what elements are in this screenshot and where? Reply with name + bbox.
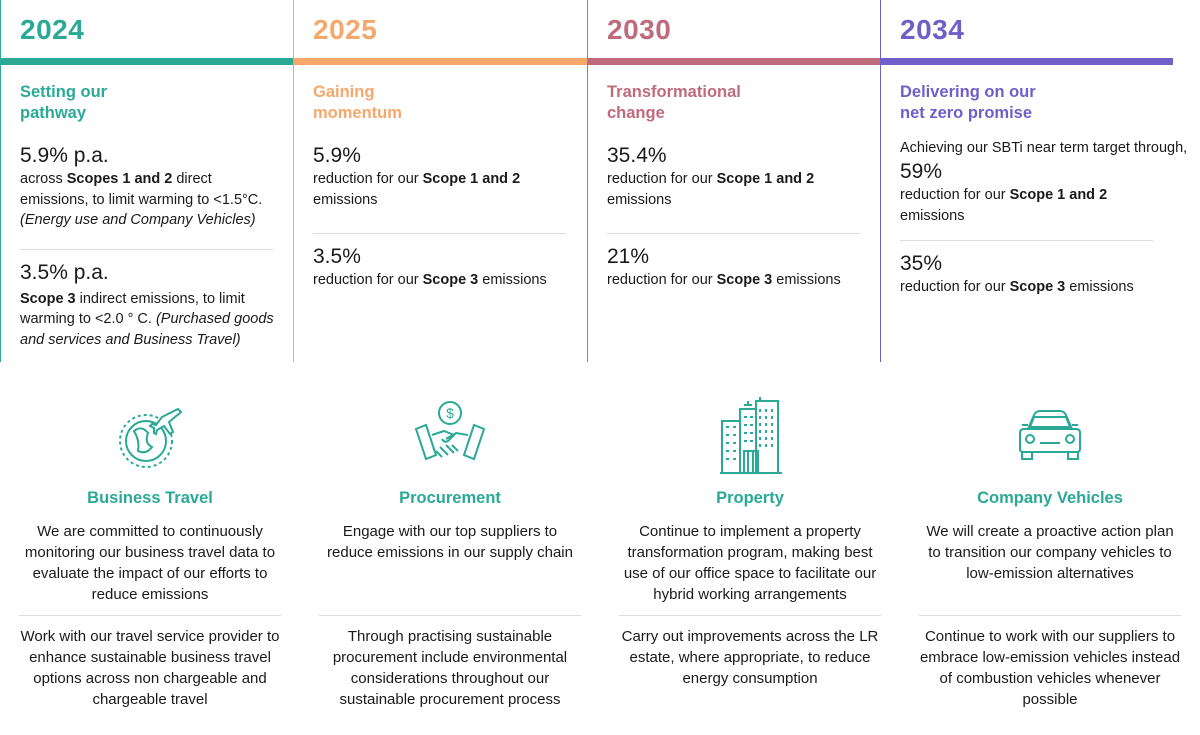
targets: 5.9% reduction for our Scope 1 and 2 emi… [313,140,575,291]
divider [919,615,1181,616]
divider [20,248,273,250]
target-value: 5.9% p.a. [20,144,109,167]
action-company-vehicles: Company Vehicles We will create a proact… [919,395,1181,710]
target-intro: Achieving our SBTi near term target thro… [900,140,1188,156]
action-text: Engage with our top suppliers to reduce … [327,523,573,561]
action-property: Property Continue to implement a propert… [619,395,881,689]
targets: 35.4% reduction for our Scope 1 and 2 em… [607,140,869,291]
timeline-bar [587,58,880,65]
target-value: 35% [900,252,943,275]
timeline-bar [293,58,587,65]
action-title: Company Vehicles [977,489,1123,507]
action-text: Through practising sustainable procureme… [332,628,568,708]
target-description: reduction for our Scope 3 emissions [313,272,547,288]
target-description: reduction for our Scope 1 and 2 emission… [313,171,521,208]
timeline-column-2024: 2024 Setting our pathway 5.9% p.a. across… [0,0,293,362]
timeline-column-2034: 2034 Delivering on our net zero promise A… [880,0,1200,362]
phase-title: Delivering on our net zero promise [900,83,1036,122]
target-description: across Scopes 1 and 2 direct emissions, … [20,171,263,228]
action-procurement: $ Procurement Engage with our top suppli… [319,395,581,710]
column-divider [293,0,294,362]
divider [619,615,881,616]
action-business-travel: Business Travel We are committed to cont… [19,395,281,710]
action-title: Property [716,489,784,507]
action-text: Work with our travel service provider to… [20,628,280,708]
target-value: 3.5% [313,245,361,268]
target-description: reduction for our Scope 3 emissions [607,272,841,288]
car-icon [1019,410,1081,460]
roadmap-timeline: 2024 Setting our pathway 5.9% p.a. across… [0,0,1200,362]
globe-airplane-icon [119,407,183,468]
target-value: 35.4% [607,144,667,167]
year-label: 2034 [900,14,965,45]
phase-title: Gaining momentum [313,83,402,122]
action-text: Carry out improvements across the LR est… [621,628,879,687]
action-text: Continue to implement a property transfo… [623,523,877,603]
timeline-bar [880,58,1173,65]
office-buildings-icon [720,397,782,474]
target-value: 3.5% p.a. [20,260,109,284]
target-value: 5.9% [313,144,361,167]
column-divider [587,0,588,362]
action-text: We are committed to continuously monitor… [24,523,276,603]
divider [313,233,566,234]
phase-title: Transformational change [607,83,741,122]
target-description: reduction for our Scope 1 and 2 emission… [607,171,815,208]
targets: 5.9% p.a. across Scopes 1 and 2 direct e… [20,140,282,350]
year-label: 2024 [20,14,85,45]
timeline-column-2025: 2025 Gaining momentum 5.9% reduction for … [293,0,587,362]
action-title: Business Travel [87,489,213,507]
timeline-column-2030: 2030 Transformational change 35.4% reduct… [587,0,880,362]
action-title: Procurement [399,489,501,507]
action-text: Continue to work with our suppliers to e… [919,628,1181,708]
divider [19,615,281,616]
svg-text:$: $ [446,405,454,421]
year-label: 2030 [607,14,672,45]
handshake-dollar-icon: $ [414,401,486,461]
targets: Achieving our SBTi near term target thro… [900,138,1188,298]
year-label: 2025 [313,14,378,45]
timeline-bar [0,58,293,65]
divider [900,240,1153,241]
divider [607,233,860,234]
phase-title: Setting our pathway [20,83,108,122]
target-description: reduction for our Scope 1 and 2 emission… [900,187,1108,224]
column-divider [880,0,881,362]
target-description: Scope 3 indirect emissions, to limit war… [20,290,274,348]
column-divider [0,0,1,362]
target-value: 59% [900,160,943,183]
action-text: We will create a proactive action plan t… [926,523,1174,582]
target-value: 21% [607,245,650,268]
target-description: reduction for our Scope 3 emissions [900,279,1134,295]
divider [319,615,581,616]
